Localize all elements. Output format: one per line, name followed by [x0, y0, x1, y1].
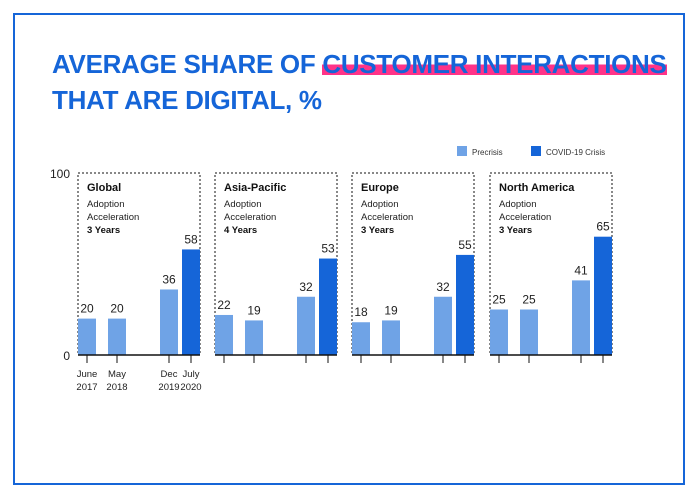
bar [434, 296, 452, 355]
legend-label: Precrisis [472, 148, 503, 157]
title-highlight: CUSTOMER INTERACTIONS [322, 49, 667, 79]
bar [382, 320, 400, 355]
panel-adoption: Adoption [499, 199, 537, 210]
y-tick-label: 100 [50, 167, 70, 181]
chart-title: AVERAGE SHARE OF CUSTOMER INTERACTIONS T… [52, 46, 667, 118]
bar [215, 314, 233, 355]
x-tick-label: 2017 [76, 382, 97, 393]
panel-adoption: Adoption [361, 199, 399, 210]
x-tick-label: June [77, 369, 98, 380]
title-line2: THAT ARE DIGITAL, % [52, 85, 322, 115]
bar-value-label: 55 [458, 238, 472, 252]
bar [572, 280, 590, 355]
bar [352, 322, 370, 355]
panel-region: Europe [361, 182, 399, 194]
panel-adoption: Adoption [87, 199, 125, 210]
legend-swatch [457, 146, 467, 156]
panel-acceleration: Acceleration [87, 212, 139, 223]
x-tick-label: Dec [161, 369, 178, 380]
bar-value-label: 20 [110, 302, 124, 316]
bar [319, 258, 337, 355]
bar [160, 289, 178, 355]
bar-value-label: 20 [80, 302, 94, 316]
x-tick-label: 2018 [106, 382, 127, 393]
bar [108, 318, 126, 355]
bar [245, 320, 263, 355]
panel-acceleration: Acceleration [224, 212, 276, 223]
x-tick-label: 2019 [158, 382, 179, 393]
bar-value-label: 58 [184, 232, 198, 246]
panel-years: 3 Years [361, 225, 394, 236]
panel-adoption: Adoption [224, 199, 262, 210]
panel-acceleration: Acceleration [499, 212, 551, 223]
title-part1: AVERAGE SHARE OF [52, 49, 323, 79]
bar-value-label: 19 [247, 303, 261, 317]
y-tick-label: 0 [63, 349, 70, 363]
panel-region: Global [87, 182, 121, 194]
bar-value-label: 19 [384, 303, 398, 317]
panel-years: 3 Years [87, 225, 120, 236]
bar [297, 296, 315, 355]
bar-value-label: 18 [354, 305, 368, 319]
panel-region: Asia-Pacific [224, 182, 286, 194]
bar [490, 309, 508, 355]
bar-value-label: 53 [321, 242, 335, 256]
legend-swatch [531, 146, 541, 156]
panel-years: 3 Years [499, 225, 532, 236]
bar-value-label: 32 [299, 280, 313, 294]
panel-region: North America [499, 182, 575, 194]
bar [594, 236, 612, 355]
bar-value-label: 32 [436, 280, 450, 294]
outer-frame [13, 13, 685, 485]
bar [520, 309, 538, 355]
panel-acceleration: Acceleration [361, 212, 413, 223]
x-tick-label: July [183, 369, 200, 380]
x-tick-label: May [108, 369, 126, 380]
bar [182, 249, 200, 355]
bar-value-label: 22 [217, 298, 231, 312]
bar-value-label: 25 [522, 293, 536, 307]
bar-value-label: 36 [162, 272, 176, 286]
legend-label: COVID-19 Crisis [546, 148, 605, 157]
bar-value-label: 41 [574, 263, 588, 277]
bar-value-label: 65 [596, 220, 610, 234]
x-tick-label: 2020 [180, 382, 201, 393]
bar-value-label: 25 [492, 293, 506, 307]
panel-years: 4 Years [224, 225, 257, 236]
bar [456, 254, 474, 355]
bar [78, 318, 96, 355]
